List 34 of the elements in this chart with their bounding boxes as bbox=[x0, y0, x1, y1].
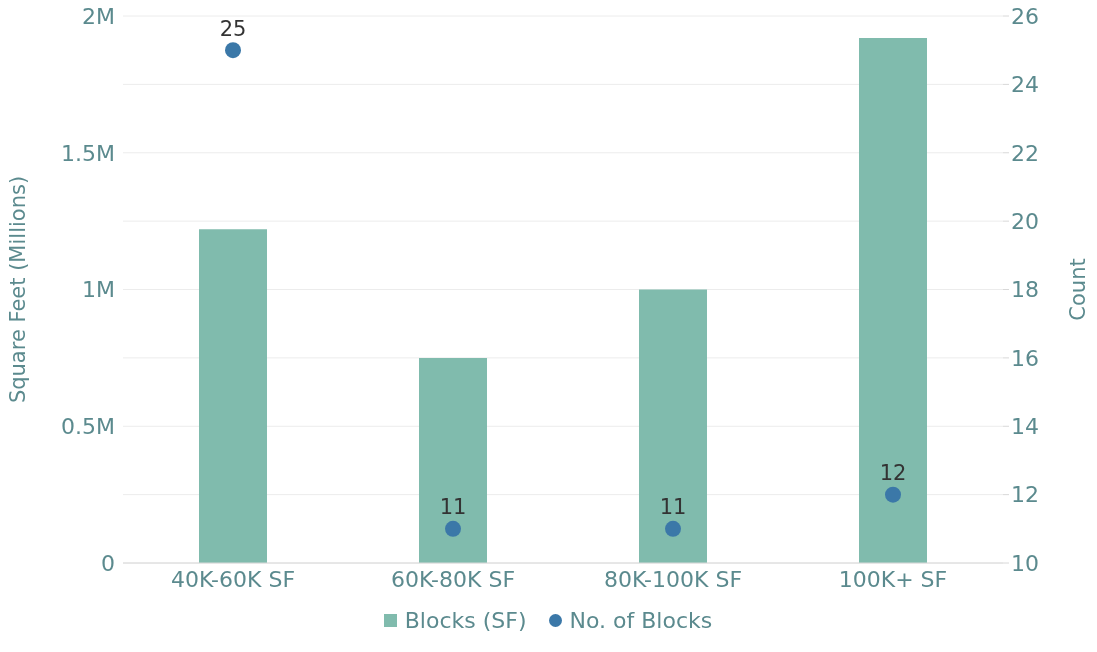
point bbox=[445, 520, 461, 537]
y-tick-label: 0.5M bbox=[61, 414, 115, 440]
point bbox=[225, 42, 241, 59]
data-label: 11 bbox=[439, 495, 467, 520]
data-label: 12 bbox=[879, 461, 907, 486]
y-axis-title: Square Feet (Millions) bbox=[6, 175, 31, 404]
y-tick-label: 0 bbox=[101, 550, 115, 576]
y-tick-label: 1.5M bbox=[61, 140, 115, 166]
y-tick-label: 2M bbox=[82, 3, 115, 29]
y2-tick-label: 22 bbox=[1011, 140, 1039, 166]
bar bbox=[419, 357, 487, 563]
legend-label: No. of Blocks bbox=[568, 608, 713, 633]
y2-tick-label: 20 bbox=[1011, 208, 1039, 234]
y2-tick-label: 18 bbox=[1011, 277, 1039, 303]
y2-tick-label: 16 bbox=[1011, 345, 1039, 371]
bar bbox=[639, 289, 707, 563]
x-tick-label: 100K+ SF bbox=[838, 566, 948, 592]
y2-axis-title: Count bbox=[1066, 258, 1091, 321]
y2-tick-label: 10 bbox=[1011, 550, 1039, 576]
point bbox=[665, 520, 681, 537]
x-tick-label: 60K-80K SF bbox=[390, 566, 516, 592]
y2-tick-label: 12 bbox=[1011, 482, 1039, 508]
y-tick-label: 1M bbox=[82, 277, 115, 303]
legend-label: Blocks (SF) bbox=[403, 608, 527, 633]
x-tick-label: 40K-60K SF bbox=[170, 566, 296, 592]
data-label: 11 bbox=[659, 495, 687, 520]
y2-tick-label: 26 bbox=[1011, 3, 1039, 29]
point bbox=[885, 486, 901, 503]
y2-tick-label: 24 bbox=[1011, 72, 1039, 98]
bar bbox=[199, 229, 267, 563]
data-label: 25 bbox=[219, 16, 247, 41]
x-tick-label: 80K-100K SF bbox=[603, 566, 743, 592]
y2-tick-label: 14 bbox=[1011, 414, 1039, 440]
bar bbox=[859, 37, 927, 563]
